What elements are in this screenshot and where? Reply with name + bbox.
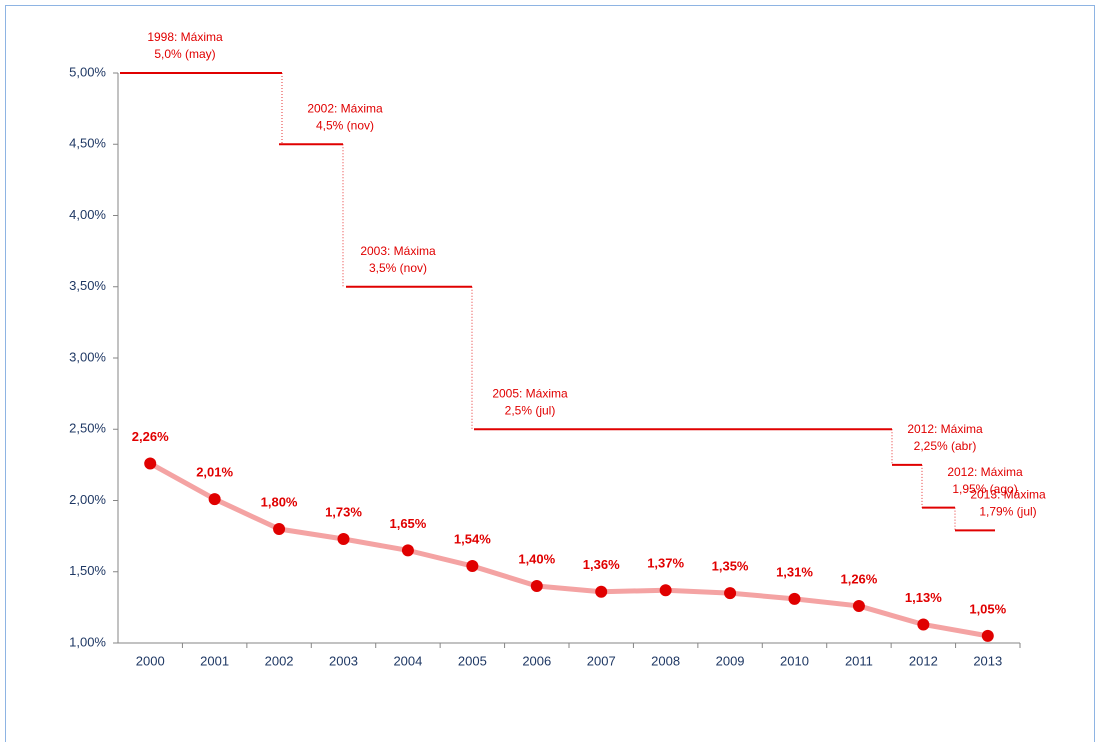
value-label: 1,36% [583,557,620,572]
value-label: 2,26% [132,429,169,444]
point [466,560,479,573]
x-tick-label: 2012 [909,653,938,668]
value-label: 2,01% [196,465,233,480]
point [724,587,737,600]
y-tick-label: 1,50% [69,563,106,578]
value-label: 1,73% [325,504,362,519]
x-tick-label: 2009 [716,653,745,668]
max-annotation: 2003: Máxima [360,244,436,258]
x-tick-label: 2011 [845,653,873,668]
point [917,618,930,631]
y-tick-label: 3,50% [69,278,106,293]
line [149,461,989,639]
point [401,544,414,557]
value-label: 1,35% [712,559,749,574]
y-tick-label: 5,00% [69,64,106,79]
max-annotation: 2013: Máxima [970,488,1046,502]
x-tick-label: 2010 [780,653,809,668]
y-tick-label: 1,00% [69,634,106,649]
point [595,585,608,598]
point [337,532,350,545]
x-tick-label: 2001 [200,653,229,668]
max-annotation: 2,5% (jul) [505,403,556,417]
value-label: 1,31% [776,564,813,579]
x-tick-label: 2000 [136,653,165,668]
max-annotation: 4,5% (nov) [316,118,374,132]
value-label: 1,65% [389,516,426,531]
max-annotation: 1998: Máxima [147,30,223,44]
point [530,580,543,592]
point [273,523,286,535]
max-annotation: 1,79% (jul) [979,505,1036,519]
x-tick-label: 2005 [458,653,487,668]
point [144,457,157,470]
value-label: 1,80% [261,494,298,509]
y-tick-label: 4,00% [69,207,106,222]
value-label: 1,37% [647,556,684,571]
value-label: 1,05% [969,601,1006,616]
y-tick-label: 2,50% [69,421,106,436]
value-label: 1,26% [840,571,877,586]
max-annotation: 2,25% (abr) [914,439,977,453]
point [981,629,994,642]
max-annotation: 5,0% (may) [154,47,215,61]
max-annotation: 1,95% (ago) [952,482,1017,496]
y-tick-label: 3,00% [69,349,106,364]
point [852,599,865,612]
chart-frame [5,5,1095,742]
max-annotation: 2002: Máxima [307,101,383,115]
x-tick-label: 2006 [522,653,551,668]
max-annotation: 3,5% (nov) [369,261,427,275]
y-tick-label: 4,50% [69,136,106,151]
max-annotation: 2012: Máxima [907,422,983,436]
value-label: 1,54% [454,531,491,546]
x-tick-label: 2013 [973,653,1002,668]
x-tick-label: 2008 [651,653,680,668]
max-annotation: 2012: Máxima [947,465,1023,479]
x-tick-label: 2007 [587,653,616,668]
point [208,493,221,506]
point [788,592,801,605]
x-tick-label: 2003 [329,653,358,668]
value-label: 1,13% [905,590,942,605]
point [659,584,672,597]
x-tick-label: 2002 [265,653,294,668]
max-annotation: 2005: Máxima [492,386,568,400]
value-label: 1,40% [518,551,555,566]
y-tick-label: 2,00% [69,492,106,507]
x-tick-label: 2004 [393,653,422,668]
